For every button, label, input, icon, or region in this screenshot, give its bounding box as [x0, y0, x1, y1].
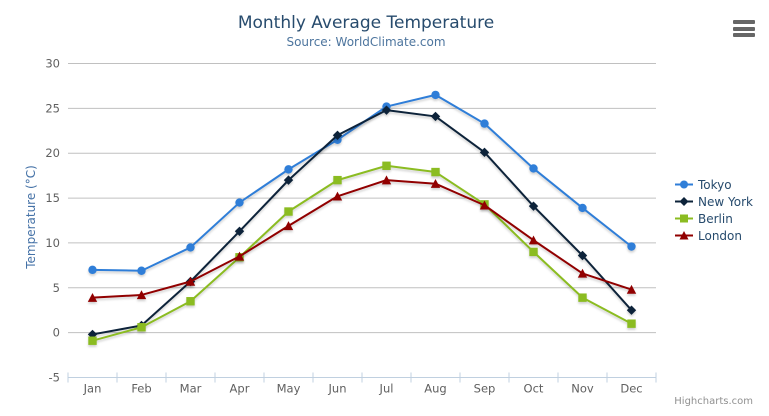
marker-tokyo-feb[interactable]	[137, 266, 146, 275]
chart-subtitle: Source: WorldClimate.com	[286, 35, 446, 49]
marker-london-dec[interactable]	[626, 284, 637, 294]
marker-london-may[interactable]	[283, 221, 294, 231]
marker-tokyo-nov[interactable]	[578, 203, 587, 213]
marker-new-york-dec[interactable]	[626, 305, 637, 315]
circle-legend-symbol	[680, 180, 688, 189]
series-line-london[interactable]	[91, 179, 633, 299]
x-axis-tick-label: Jan	[83, 382, 102, 396]
x-axis-tick-label: Sep	[474, 382, 496, 396]
y-axis-tick-label: 0	[53, 326, 60, 340]
series-line-new-york[interactable]	[91, 109, 633, 336]
marker-berlin-dec[interactable]	[627, 319, 636, 328]
marker-new-york-jun[interactable]	[332, 130, 343, 140]
y-axis-tick-label: 15	[45, 191, 60, 205]
marker-new-york-sep[interactable]	[479, 147, 490, 158]
triangle-legend-marker-icon	[675, 231, 693, 240]
triangle-legend-symbol	[679, 231, 689, 240]
marker-london-sep[interactable]	[479, 200, 490, 210]
series-tokyo[interactable]	[88, 90, 636, 275]
marker-london-aug[interactable]	[430, 179, 441, 188]
diamond-legend-marker-icon	[675, 197, 693, 206]
marker-london-apr[interactable]	[234, 251, 245, 261]
marker-london-jan[interactable]	[87, 292, 98, 302]
marker-london-jul[interactable]	[381, 175, 392, 185]
series-line-tokyo[interactable]	[91, 93, 633, 272]
series-london[interactable]	[87, 175, 637, 302]
y-axis-tick-label: 20	[45, 146, 60, 160]
marker-tokyo-dec[interactable]	[627, 242, 636, 251]
marker-tokyo-sep[interactable]	[480, 119, 489, 128]
x-axis-tick-label: Feb	[131, 382, 151, 396]
legend-label: Tokyo	[698, 177, 732, 192]
marker-london-mar[interactable]	[185, 276, 196, 286]
x-axis-tick-label: Aug	[424, 382, 446, 396]
marker-london-oct[interactable]	[528, 235, 539, 245]
x-axis-tick-label: Jul	[379, 382, 394, 396]
marker-tokyo-mar[interactable]	[186, 243, 195, 252]
legend-label: New York	[698, 194, 753, 209]
marker-new-york-oct[interactable]	[528, 201, 539, 211]
y-axis-tick-label: 10	[45, 236, 60, 250]
marker-berlin-jul[interactable]	[382, 161, 391, 170]
marker-tokyo-apr[interactable]	[235, 198, 244, 207]
marker-new-york-aug[interactable]	[430, 111, 441, 122]
y-axis-tick-label: -5	[49, 371, 60, 385]
marker-berlin-may[interactable]	[284, 207, 293, 216]
circle-legend-marker-icon	[675, 180, 693, 189]
marker-berlin-mar[interactable]	[186, 297, 195, 306]
legend-label: Berlin	[698, 211, 733, 226]
y-axis-title: Temperature (°C)	[24, 165, 38, 269]
x-axis-tick-label: Jun	[328, 382, 347, 396]
series-line-berlin[interactable]	[91, 164, 633, 342]
hamburger-menu-icon	[733, 20, 755, 24]
marker-new-york-may[interactable]	[283, 175, 294, 185]
x-axis-tick-label: Nov	[571, 382, 594, 396]
y-axis-tick-label: 30	[45, 57, 60, 71]
series-new-york[interactable]	[87, 105, 637, 340]
marker-tokyo-jan[interactable]	[88, 265, 97, 275]
x-axis-tick-label: Dec	[620, 382, 642, 396]
legend-item-london[interactable]: London	[675, 227, 753, 244]
y-axis-tick-label: 25	[45, 101, 60, 115]
x-axis-tick-label: May	[277, 382, 301, 396]
marker-london-nov[interactable]	[577, 268, 588, 278]
marker-tokyo-aug[interactable]	[431, 90, 440, 100]
marker-london-feb[interactable]	[136, 290, 147, 300]
square-legend-symbol	[680, 214, 688, 223]
x-axis-tick-label: Oct	[524, 382, 544, 396]
legend-item-new-york[interactable]: New York	[675, 193, 753, 210]
hamburger-menu-icon	[733, 33, 755, 37]
marker-berlin-feb[interactable]	[137, 323, 146, 332]
x-axis-tick-label: Apr	[230, 382, 250, 396]
marker-berlin-jan[interactable]	[88, 336, 97, 345]
marker-tokyo-oct[interactable]	[529, 164, 538, 173]
marker-london-jun[interactable]	[332, 191, 343, 201]
chart-title: Monthly Average Temperature	[237, 13, 495, 33]
y-axis-tick-label: 5	[53, 281, 60, 295]
export-menu-button[interactable]	[733, 20, 755, 37]
marker-berlin-aug[interactable]	[431, 167, 440, 177]
marker-new-york-jul[interactable]	[381, 105, 392, 115]
legend: Tokyo New York Berlin London	[675, 176, 753, 244]
x-axis-tick-label: Mar	[180, 382, 202, 396]
marker-new-york-apr[interactable]	[234, 226, 245, 236]
marker-new-york-nov[interactable]	[577, 250, 588, 261]
legend-item-berlin[interactable]: Berlin	[675, 210, 753, 227]
legend-label: London	[698, 228, 742, 243]
marker-berlin-jun[interactable]	[333, 175, 342, 185]
square-legend-marker-icon	[675, 214, 693, 223]
marker-berlin-nov[interactable]	[578, 293, 587, 302]
legend-item-tokyo[interactable]: Tokyo	[675, 176, 753, 193]
hamburger-menu-icon	[733, 26, 755, 31]
credits-link[interactable]: Highcharts.com	[674, 396, 753, 407]
marker-berlin-oct[interactable]	[529, 247, 538, 257]
marker-tokyo-may[interactable]	[284, 165, 293, 174]
diamond-legend-symbol	[679, 197, 689, 206]
